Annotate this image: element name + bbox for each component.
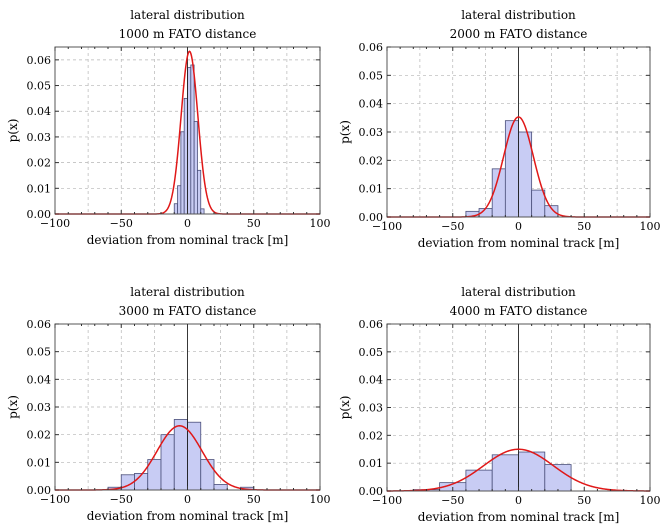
histogram-bar bbox=[197, 169, 202, 215]
y-axis-label: p(x) bbox=[338, 120, 352, 144]
y-tick-label: 0.02 bbox=[359, 154, 384, 167]
chart-subtitle: 4000 m FATO distance bbox=[450, 304, 588, 318]
y-tick-label: 0.01 bbox=[359, 183, 384, 196]
x-tick-label: −50 bbox=[441, 220, 464, 233]
x-tick-label: 100 bbox=[310, 493, 331, 506]
x-tick-label: −100 bbox=[372, 494, 402, 507]
y-tick-label: 0.05 bbox=[359, 69, 384, 82]
y-axis-label: p(x) bbox=[6, 119, 20, 143]
x-tick-label: 0 bbox=[515, 494, 522, 507]
histogram-bar bbox=[531, 189, 546, 218]
x-tick-label: 100 bbox=[640, 494, 661, 507]
y-tick-label: 0.06 bbox=[27, 54, 52, 67]
y-tick-label: 0.04 bbox=[27, 373, 52, 386]
y-tick-label: 0.06 bbox=[359, 318, 384, 331]
y-tick-label: 0.02 bbox=[359, 429, 384, 442]
fit-curve bbox=[386, 448, 651, 492]
histogram-bar bbox=[190, 64, 195, 215]
y-tick-label: 0.06 bbox=[27, 318, 52, 331]
x-tick-label: −50 bbox=[110, 217, 133, 230]
y-tick-label: 0.05 bbox=[359, 346, 384, 359]
x-tick-label: 0 bbox=[515, 220, 522, 233]
x-tick-label: 0 bbox=[184, 217, 191, 230]
x-tick-label: −100 bbox=[40, 217, 70, 230]
histogram-bar bbox=[504, 120, 519, 218]
histogram-bar bbox=[491, 454, 519, 492]
x-tick-label: 50 bbox=[577, 220, 591, 233]
x-tick-label: 50 bbox=[247, 493, 261, 506]
x-tick-label: −100 bbox=[40, 493, 70, 506]
y-tick-label: 0.01 bbox=[27, 182, 52, 195]
histogram-bar bbox=[213, 484, 228, 491]
y-tick-label: 0.02 bbox=[27, 157, 52, 170]
x-tick-label: −50 bbox=[441, 494, 464, 507]
x-axis-label: deviation from nominal track [m] bbox=[87, 509, 289, 523]
histogram-bar bbox=[187, 67, 192, 215]
y-tick-label: 0.00 bbox=[359, 211, 384, 224]
x-axis-label: deviation from nominal track [m] bbox=[418, 236, 620, 250]
x-axis-label: deviation from nominal track [m] bbox=[418, 510, 620, 524]
histogram-bar bbox=[177, 185, 182, 215]
histogram-bar bbox=[193, 121, 198, 215]
x-tick-label: 0 bbox=[184, 493, 191, 506]
x-tick-label: 50 bbox=[577, 494, 591, 507]
y-tick-label: 0.03 bbox=[359, 126, 384, 139]
chart-title: lateral distribution bbox=[461, 8, 576, 22]
histogram-bar bbox=[183, 97, 188, 215]
chart-panel-1: lateral distribution 1000 m FATO distance… bbox=[6, 8, 331, 247]
chart-panel-4: lateral distribution 4000 m FATO distance… bbox=[338, 285, 661, 524]
histogram-bar bbox=[173, 419, 188, 491]
y-tick-label: 0.04 bbox=[359, 374, 384, 387]
y-tick-label: 0.06 bbox=[359, 41, 384, 54]
y-tick-label: 0.02 bbox=[27, 429, 52, 442]
x-tick-label: −100 bbox=[372, 220, 402, 233]
y-tick-label: 0.01 bbox=[27, 456, 52, 469]
x-tick-label: 100 bbox=[640, 220, 661, 233]
y-tick-label: 0.03 bbox=[27, 131, 52, 144]
y-axis-label: p(x) bbox=[338, 396, 352, 420]
chart-title: lateral distribution bbox=[130, 8, 245, 22]
chart-panel-2: lateral distribution 2000 m FATO distance… bbox=[338, 8, 661, 250]
y-tick-label: 0.05 bbox=[27, 346, 52, 359]
chart-title: lateral distribution bbox=[461, 285, 576, 299]
y-tick-label: 0.00 bbox=[27, 484, 52, 497]
histogram-bar bbox=[518, 131, 533, 218]
y-tick-label: 0.01 bbox=[359, 457, 384, 470]
chart-panel-3: lateral distribution 3000 m FATO distance… bbox=[6, 285, 331, 523]
y-tick-label: 0.03 bbox=[359, 402, 384, 415]
y-tick-label: 0.03 bbox=[27, 401, 52, 414]
y-tick-label: 0.04 bbox=[27, 105, 52, 118]
x-tick-label: −50 bbox=[110, 493, 133, 506]
histogram-bar bbox=[180, 131, 185, 215]
chart-subtitle: 2000 m FATO distance bbox=[450, 27, 588, 41]
y-axis-label: p(x) bbox=[6, 395, 20, 419]
y-tick-label: 0.00 bbox=[27, 208, 52, 221]
chart-title: lateral distribution bbox=[130, 285, 245, 299]
y-tick-label: 0.04 bbox=[359, 98, 384, 111]
histogram-bar bbox=[465, 469, 493, 492]
histogram-bar bbox=[200, 459, 215, 491]
chart-subtitle: 3000 m FATO distance bbox=[119, 304, 257, 318]
histogram-bar bbox=[518, 451, 546, 492]
y-tick-label: 0.05 bbox=[27, 80, 52, 93]
chart-subtitle: 1000 m FATO distance bbox=[119, 27, 257, 41]
x-axis-label: deviation from nominal track [m] bbox=[87, 233, 289, 247]
y-tick-label: 0.00 bbox=[359, 485, 384, 498]
x-tick-label: 100 bbox=[310, 217, 331, 230]
x-tick-label: 50 bbox=[247, 217, 261, 230]
histogram-bar bbox=[160, 434, 175, 491]
